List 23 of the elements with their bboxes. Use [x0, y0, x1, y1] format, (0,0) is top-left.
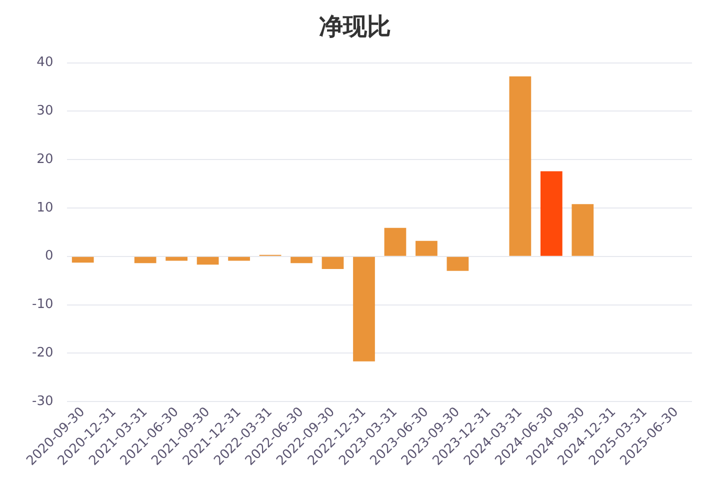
y-tick-label: 20	[36, 152, 54, 167]
y-tick-label: 10	[36, 200, 54, 216]
bar	[196, 256, 219, 265]
bar	[416, 240, 438, 256]
chart-title: 净现比	[319, 12, 391, 41]
bar	[572, 204, 594, 256]
y-tick-label: -10	[32, 297, 54, 312]
y-tick-label: 40	[36, 55, 54, 70]
bar	[290, 256, 312, 264]
bar	[166, 256, 188, 261]
bar	[353, 256, 375, 362]
y-tick-label: -20	[32, 346, 54, 361]
bar	[540, 171, 562, 256]
bar	[72, 256, 94, 263]
y-tick-label: -30	[32, 394, 54, 409]
bar	[446, 256, 469, 271]
y-tick-label: 0	[44, 248, 54, 264]
bar	[134, 256, 156, 264]
y-tick-label: 30	[36, 104, 54, 119]
bar	[384, 228, 406, 256]
bar	[509, 76, 532, 256]
bar	[228, 256, 250, 261]
bar	[322, 256, 344, 269]
